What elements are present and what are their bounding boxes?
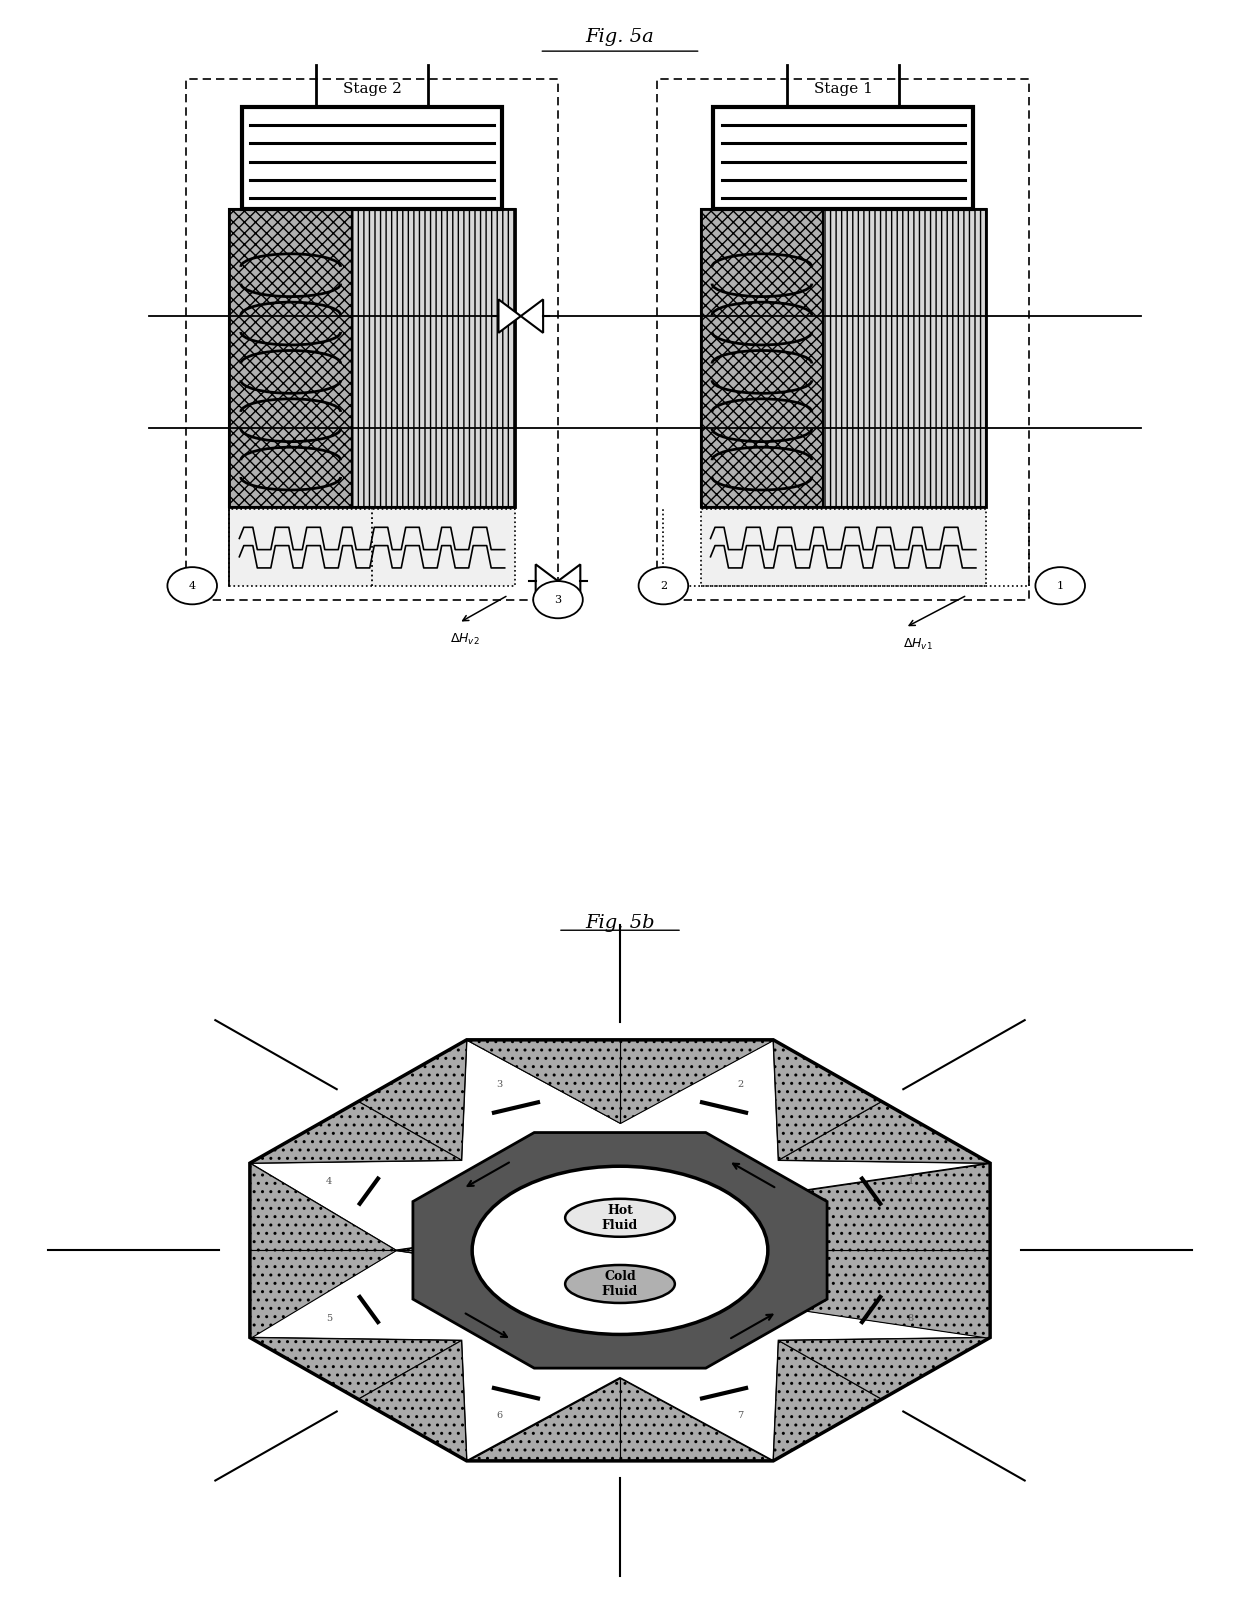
Text: 2: 2	[660, 580, 667, 592]
Polygon shape	[250, 1164, 396, 1250]
Polygon shape	[250, 1250, 396, 1337]
Ellipse shape	[565, 1199, 675, 1238]
Polygon shape	[396, 1164, 990, 1337]
Polygon shape	[774, 1337, 990, 1460]
Text: Fig. 5a: Fig. 5a	[585, 27, 655, 46]
Polygon shape	[396, 1250, 990, 1337]
Text: $\Delta H_{v1}$: $\Delta H_{v1}$	[903, 636, 932, 652]
Bar	[352, 208, 515, 507]
Bar	[701, 208, 823, 507]
Text: 4: 4	[326, 1177, 332, 1186]
Bar	[229, 510, 515, 585]
Polygon shape	[498, 300, 521, 333]
Polygon shape	[466, 1040, 774, 1122]
Ellipse shape	[565, 1265, 675, 1303]
Polygon shape	[250, 1040, 466, 1164]
Polygon shape	[250, 1337, 466, 1460]
Bar	[713, 107, 973, 208]
Text: 1: 1	[908, 1177, 914, 1186]
Polygon shape	[413, 1133, 827, 1367]
Bar	[186, 79, 558, 600]
Polygon shape	[779, 1101, 990, 1164]
Bar	[701, 208, 986, 507]
Text: Hot
Fluid: Hot Fluid	[601, 1204, 639, 1231]
Bar	[229, 208, 352, 507]
Text: Stage 1: Stage 1	[813, 82, 873, 96]
Polygon shape	[466, 1379, 774, 1460]
Circle shape	[533, 580, 583, 619]
Text: 6: 6	[496, 1411, 502, 1420]
Polygon shape	[774, 1040, 882, 1161]
Circle shape	[472, 1167, 768, 1334]
Polygon shape	[536, 564, 558, 598]
Bar	[242, 107, 502, 208]
Text: 7: 7	[738, 1411, 744, 1420]
Text: $\Delta H_{v2}$: $\Delta H_{v2}$	[450, 632, 480, 648]
Bar	[229, 208, 515, 507]
Polygon shape	[521, 300, 543, 333]
Text: Fig. 5b: Fig. 5b	[585, 914, 655, 931]
Polygon shape	[466, 1379, 620, 1460]
Polygon shape	[466, 1040, 620, 1122]
Bar	[657, 79, 1029, 600]
Polygon shape	[774, 1040, 990, 1164]
Polygon shape	[358, 1040, 466, 1161]
Circle shape	[639, 567, 688, 604]
Circle shape	[167, 567, 217, 604]
Polygon shape	[250, 1101, 461, 1164]
Polygon shape	[620, 1040, 774, 1122]
Text: Stage 2: Stage 2	[342, 82, 402, 96]
Text: Cold
Fluid: Cold Fluid	[601, 1270, 639, 1298]
Text: 8: 8	[908, 1314, 914, 1324]
Polygon shape	[250, 1164, 396, 1337]
Polygon shape	[558, 564, 580, 598]
Polygon shape	[774, 1340, 882, 1460]
Bar	[701, 510, 986, 585]
Bar	[823, 208, 986, 507]
Text: 2: 2	[738, 1080, 744, 1090]
Text: 3: 3	[554, 595, 562, 604]
Polygon shape	[620, 1379, 774, 1460]
Polygon shape	[358, 1340, 466, 1460]
Circle shape	[1035, 567, 1085, 604]
Text: 3: 3	[496, 1080, 502, 1090]
Polygon shape	[396, 1164, 990, 1250]
Polygon shape	[250, 1337, 461, 1399]
Text: 4: 4	[188, 580, 196, 592]
Text: 5: 5	[326, 1314, 332, 1324]
Polygon shape	[779, 1337, 990, 1399]
Text: 1: 1	[1056, 580, 1064, 592]
